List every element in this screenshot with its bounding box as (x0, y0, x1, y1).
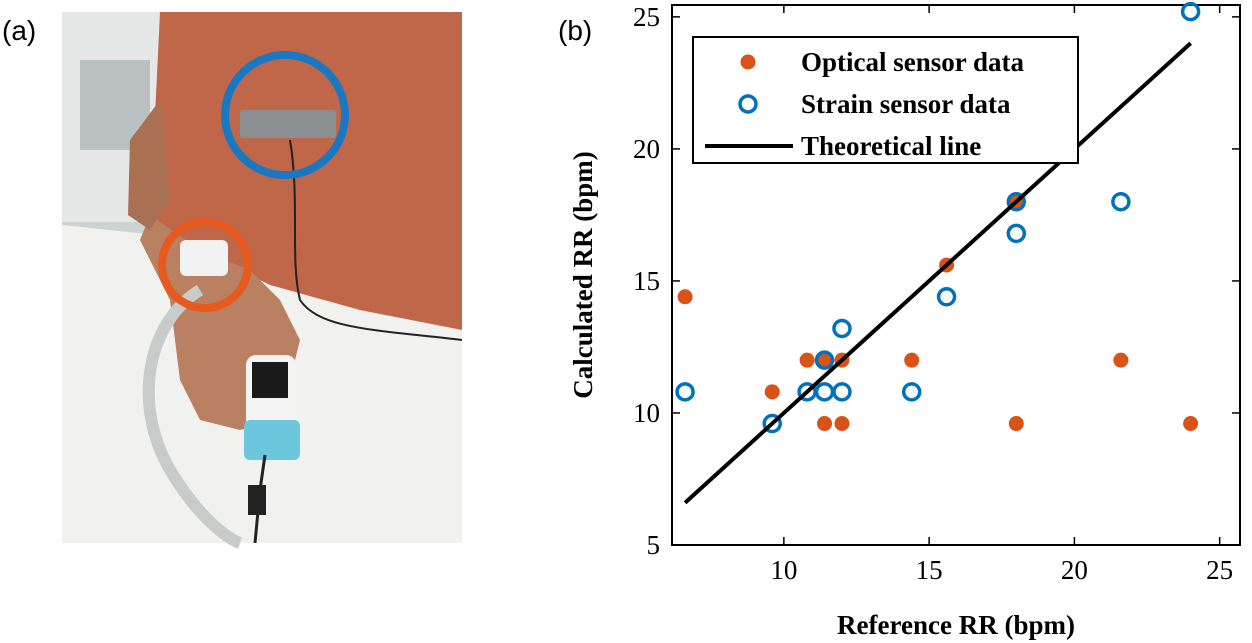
arm-upper (128, 100, 170, 230)
data-point (1111, 191, 1131, 212)
y-tick-label: 20 (633, 134, 660, 164)
data-point (832, 318, 852, 339)
data-point (677, 289, 693, 305)
data-point (904, 352, 920, 368)
oximeter-base (244, 420, 300, 460)
data-point (1180, 1, 1201, 22)
data-point (675, 382, 695, 402)
legend-marker (738, 94, 758, 114)
photo (62, 12, 463, 549)
data-point (814, 382, 835, 402)
theoretical-line (683, 41, 1192, 505)
data-point (1006, 191, 1027, 212)
data-point (817, 352, 833, 368)
data-point (1183, 416, 1199, 432)
data-point (1006, 223, 1027, 244)
data-point (814, 350, 835, 370)
data-point (834, 416, 850, 432)
data-point (799, 352, 815, 368)
data-point (817, 416, 833, 432)
data-point (832, 382, 852, 402)
legend-label: Theoretical line (801, 131, 981, 161)
x-tick-label: 20 (1061, 555, 1088, 585)
data-point (901, 382, 922, 402)
wire (289, 139, 463, 341)
oximeter-screen (252, 362, 288, 398)
cable (142, 284, 243, 549)
panel-label: (a) (2, 15, 36, 46)
data-point (762, 413, 782, 434)
x-tick-label: 10 (770, 555, 797, 585)
data-point (764, 384, 780, 400)
data-point (1008, 416, 1024, 432)
plug (248, 485, 266, 515)
legend-label: Strain sensor data (801, 89, 1011, 119)
legend-box (692, 36, 1079, 164)
highlight-circle (158, 218, 252, 312)
data-point (1113, 352, 1129, 368)
legend-marker (740, 54, 756, 70)
data-point (936, 287, 957, 307)
y-axis-label: Calculated RR (bpm) (568, 151, 598, 399)
x-axis-label: Reference RR (bpm) (837, 610, 1075, 640)
highlight-circle (221, 51, 349, 179)
x-tick-label: 25 (1206, 555, 1233, 585)
y-tick-label: 15 (633, 266, 660, 296)
wrist-sensor (180, 240, 228, 276)
y-tick-label: 25 (633, 2, 660, 32)
panel-label: (b) (558, 15, 592, 46)
plot-frame (671, 4, 1241, 546)
x-tick-label: 15 (916, 555, 943, 585)
legend-label: Optical sensor data (801, 47, 1025, 77)
y-tick-label: 5 (647, 530, 661, 560)
strain-sensor (240, 110, 336, 138)
y-tick-label: 10 (633, 398, 660, 428)
